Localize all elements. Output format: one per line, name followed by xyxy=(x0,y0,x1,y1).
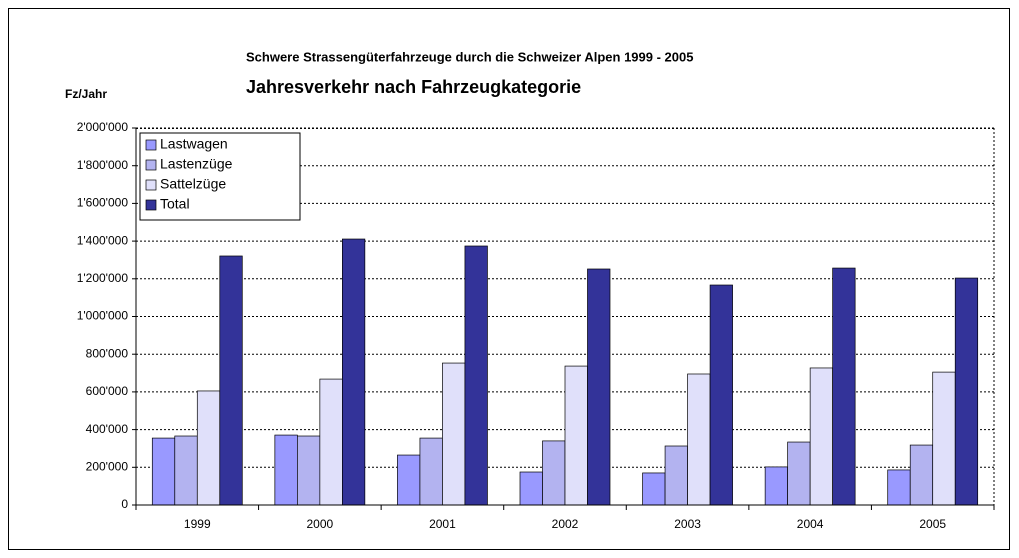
bar xyxy=(687,373,711,506)
x-tick-label: 2004 xyxy=(797,517,824,531)
legend-swatch xyxy=(145,179,157,191)
bar xyxy=(587,268,611,506)
bar xyxy=(319,378,343,506)
bar xyxy=(787,441,811,506)
bar xyxy=(709,284,733,506)
bar xyxy=(219,255,243,506)
y-tick-label: 1'600'000 xyxy=(77,196,129,210)
legend-box xyxy=(139,132,301,221)
legend-swatch xyxy=(145,139,157,151)
y-tick-label: 400'000 xyxy=(86,422,129,436)
y-axis-label: Fz/Jahr xyxy=(65,87,107,101)
y-tick-label: 800'000 xyxy=(86,346,129,360)
y-tick-label: 600'000 xyxy=(86,384,129,398)
y-tick-label: 1'400'000 xyxy=(77,233,129,247)
bar xyxy=(832,267,856,506)
bar xyxy=(664,445,688,506)
chart-subtitle: Jahresverkehr nach Fahrzeugkategorie xyxy=(246,77,581,97)
bar xyxy=(274,434,298,506)
legend-label: Lastenzüge xyxy=(160,156,233,172)
bar xyxy=(297,435,321,506)
bar xyxy=(519,471,543,506)
bar xyxy=(196,390,221,506)
y-tick-label: 1'200'000 xyxy=(77,271,129,285)
bar xyxy=(151,437,176,506)
bar xyxy=(909,444,934,506)
bar xyxy=(464,245,488,506)
legend-label: Lastwagen xyxy=(160,136,228,152)
y-tick-label: 0 xyxy=(121,497,128,511)
x-tick-label: 2002 xyxy=(552,517,579,531)
y-tick-label: 2'000'000 xyxy=(77,120,129,134)
bar xyxy=(932,371,956,506)
x-tick-label: 1999 xyxy=(184,517,211,531)
bar xyxy=(642,472,666,506)
chart-title: Schwere Strassengüterfahrzeuge durch die… xyxy=(246,49,693,64)
x-tick-label: 2003 xyxy=(674,517,701,531)
bar xyxy=(564,365,588,506)
x-tick-label: 2005 xyxy=(919,517,946,531)
bar xyxy=(887,469,911,506)
bar xyxy=(542,440,566,506)
legend-label: Total xyxy=(160,196,190,212)
bar xyxy=(174,435,198,506)
legend-label: Sattelzüge xyxy=(160,176,226,192)
x-tick-label: 2000 xyxy=(307,517,334,531)
y-tick-label: 1'000'000 xyxy=(77,309,129,323)
legend-swatch xyxy=(145,159,157,171)
bar xyxy=(397,454,421,506)
x-tick-label: 2001 xyxy=(429,517,456,531)
bar xyxy=(442,362,466,506)
bar xyxy=(419,437,443,506)
bar xyxy=(764,466,788,506)
y-tick-label: 1'800'000 xyxy=(77,158,129,172)
bar xyxy=(809,367,833,506)
bar xyxy=(954,277,979,506)
legend-swatch xyxy=(145,199,157,211)
bar xyxy=(342,238,366,506)
y-tick-label: 200'000 xyxy=(86,459,129,473)
